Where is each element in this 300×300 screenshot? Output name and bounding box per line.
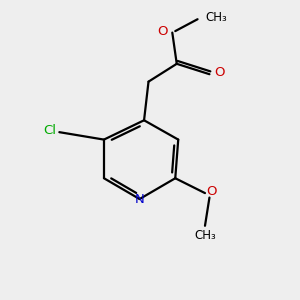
Text: CH₃: CH₃ xyxy=(205,11,227,24)
Text: O: O xyxy=(206,185,217,198)
Text: Cl: Cl xyxy=(44,124,56,137)
Text: O: O xyxy=(157,25,168,38)
Text: O: O xyxy=(214,66,224,79)
Text: N: N xyxy=(135,193,145,206)
Text: CH₃: CH₃ xyxy=(194,229,216,242)
